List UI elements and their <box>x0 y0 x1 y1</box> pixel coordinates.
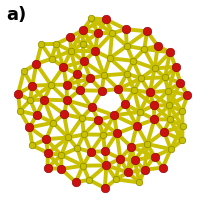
Point <box>101 133 105 136</box>
Point <box>153 118 156 121</box>
Point <box>35 113 38 117</box>
Point <box>55 42 58 46</box>
Point <box>93 50 97 53</box>
Point <box>135 124 138 127</box>
Point <box>75 72 79 76</box>
Point <box>88 178 91 181</box>
Point <box>125 72 129 75</box>
Point <box>114 178 117 181</box>
Point <box>153 67 156 70</box>
Point <box>110 32 114 35</box>
Point <box>115 132 118 135</box>
Point <box>168 51 172 54</box>
Point <box>50 57 53 60</box>
Point <box>60 153 63 157</box>
Point <box>138 110 141 114</box>
Point <box>89 150 93 153</box>
Point <box>31 144 34 147</box>
Point <box>117 87 120 91</box>
Point <box>45 138 48 141</box>
Point <box>181 139 184 142</box>
Point <box>18 109 22 113</box>
Point <box>62 65 65 69</box>
Point <box>102 74 106 77</box>
Point <box>97 118 100 122</box>
Point <box>152 104 155 107</box>
Point <box>81 28 85 31</box>
Point <box>123 102 127 106</box>
Point <box>35 62 38 66</box>
Point <box>161 166 164 169</box>
Point <box>104 18 108 21</box>
Point <box>180 110 184 113</box>
Point <box>82 133 85 136</box>
Point <box>125 44 128 48</box>
Point <box>126 171 130 174</box>
Point <box>29 98 32 102</box>
Point <box>28 126 31 129</box>
Point <box>181 125 184 128</box>
Point <box>90 106 93 109</box>
Point <box>139 77 143 80</box>
Point <box>169 148 172 151</box>
Point <box>89 77 92 80</box>
Point <box>108 57 111 60</box>
Point <box>179 81 182 84</box>
Point <box>96 31 99 34</box>
Point <box>167 104 171 107</box>
Point <box>103 150 107 153</box>
Point <box>168 118 171 121</box>
Point <box>146 142 149 146</box>
Point <box>67 136 70 139</box>
Point <box>46 166 49 170</box>
Point <box>186 94 189 97</box>
Point <box>51 121 55 124</box>
Point <box>162 130 166 133</box>
Point <box>74 181 77 184</box>
Point <box>105 164 108 167</box>
Point <box>62 113 66 116</box>
Point <box>69 49 73 53</box>
Point <box>131 59 135 62</box>
Point <box>138 181 141 184</box>
Point <box>100 89 103 92</box>
Point <box>153 155 156 158</box>
Point <box>49 83 53 86</box>
Point <box>163 76 167 79</box>
Point <box>124 28 127 31</box>
Point <box>43 98 46 101</box>
Point <box>113 114 116 117</box>
Point <box>133 89 136 92</box>
Point <box>143 47 146 51</box>
Point <box>80 116 84 120</box>
Text: a): a) <box>6 6 26 24</box>
Point <box>81 42 84 45</box>
Point <box>156 44 159 48</box>
Point <box>65 83 68 86</box>
Point <box>103 187 106 190</box>
Point <box>69 36 72 39</box>
Point <box>119 157 122 160</box>
Point <box>174 65 177 68</box>
Point <box>40 43 43 46</box>
Point <box>76 147 79 150</box>
Point <box>78 89 81 92</box>
Point <box>130 145 133 148</box>
Point <box>82 60 85 63</box>
Point <box>145 30 149 33</box>
Point <box>16 92 20 95</box>
Point <box>65 99 69 102</box>
Point <box>46 151 49 155</box>
Point <box>90 17 93 20</box>
Point <box>166 89 170 92</box>
Point <box>22 70 25 73</box>
Point <box>60 167 63 171</box>
Point <box>148 91 151 94</box>
Point <box>133 159 136 162</box>
Point <box>143 168 146 171</box>
Point <box>81 164 85 167</box>
Point <box>31 84 34 87</box>
